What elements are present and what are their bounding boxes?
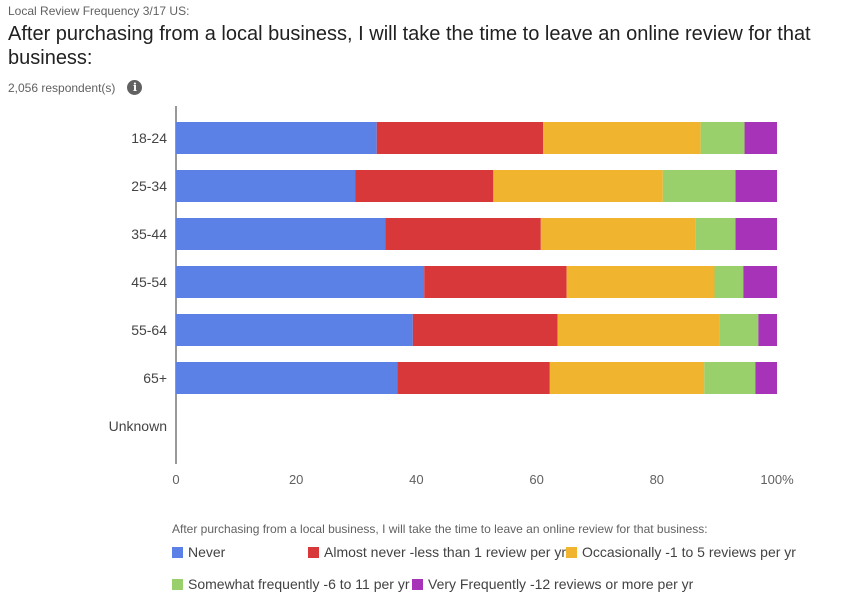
x-tick-label: 40 [409,472,423,487]
bar-segment [735,170,777,202]
bar-segment [424,266,567,298]
bar-segment [355,170,494,202]
bar-segment [744,122,777,154]
legend-title: After purchasing from a local business, … [172,522,708,536]
bar-segment [566,266,715,298]
legend-label: Almost never -less than 1 review per yr [324,544,566,560]
category-label: 45-54 [131,274,167,290]
info-icon[interactable]: i [127,80,143,95]
stacked-bar-chart: 18-24 25-34 35-44 45-54 55-64 65+ Unknown 0 20 40… [109,106,794,487]
category-label: 25-34 [131,178,167,194]
category-label: Unknown [109,418,167,434]
respondent-count-row: 2,056 respondent(s) i [8,80,143,95]
category-label: 18-24 [131,130,167,146]
legend-swatch [412,578,423,590]
bar-segment [735,218,777,250]
bar-segment [176,122,377,154]
legend-label: Somewhat frequently -6 to 11 per yr [188,576,410,592]
bar-segment [719,314,759,346]
bar-segment [704,362,756,394]
category-label: 55-64 [131,322,167,338]
bar-segment [176,170,356,202]
bar-segment [662,170,736,202]
legend-swatch [566,546,577,558]
category-label: 65+ [143,370,167,386]
bar-segment [493,170,663,202]
bar-segment [557,314,720,346]
legend-item[interactable]: Occasionally -1 to 5 reviews per yr [566,544,796,560]
x-tick-label: 0 [172,472,179,487]
respondent-count: 2,056 respondent(s) [8,80,116,95]
bar-segment [397,362,550,394]
x-tick-label: 20 [289,472,303,487]
bar-segment [700,122,745,154]
legend-item[interactable]: Very Frequently -12 reviews or more per … [412,576,693,592]
legend-item[interactable]: Never [172,544,225,560]
bar-segment [176,362,398,394]
bar-segment [714,266,744,298]
legend-label: Never [188,544,226,560]
x-tick-label: 60 [529,472,543,487]
bar-segment [549,362,705,394]
bar-segment [176,218,386,250]
legend-item[interactable]: Almost never -less than 1 review per yr [308,544,566,560]
bar-segment [755,362,777,394]
legend-label: Very Frequently -12 reviews or more per … [428,576,694,592]
legend-swatch [172,546,183,558]
bar-segment [543,122,701,154]
bar-segment [376,122,544,154]
legend-item[interactable]: Somewhat frequently -6 to 11 per yr [172,576,410,592]
bar-segment [412,314,558,346]
category-label: 35-44 [131,226,167,242]
bar-segment [695,218,736,250]
legend-swatch [308,546,319,558]
bar-segment [176,314,413,346]
chart-pretitle: Local Review Frequency 3/17 US: [8,4,190,18]
chart-title: After purchasing from a local business, … [8,23,811,69]
bar-segment [176,266,425,298]
x-tick-label: 100% [760,472,794,487]
bar-segment [758,314,777,346]
bar-segment [385,218,541,250]
bar-segment [540,218,696,250]
legend-label: Occasionally -1 to 5 reviews per yr [582,544,796,560]
legend-swatch [172,578,183,590]
bar-segment [743,266,777,298]
x-tick-label: 80 [650,472,664,487]
